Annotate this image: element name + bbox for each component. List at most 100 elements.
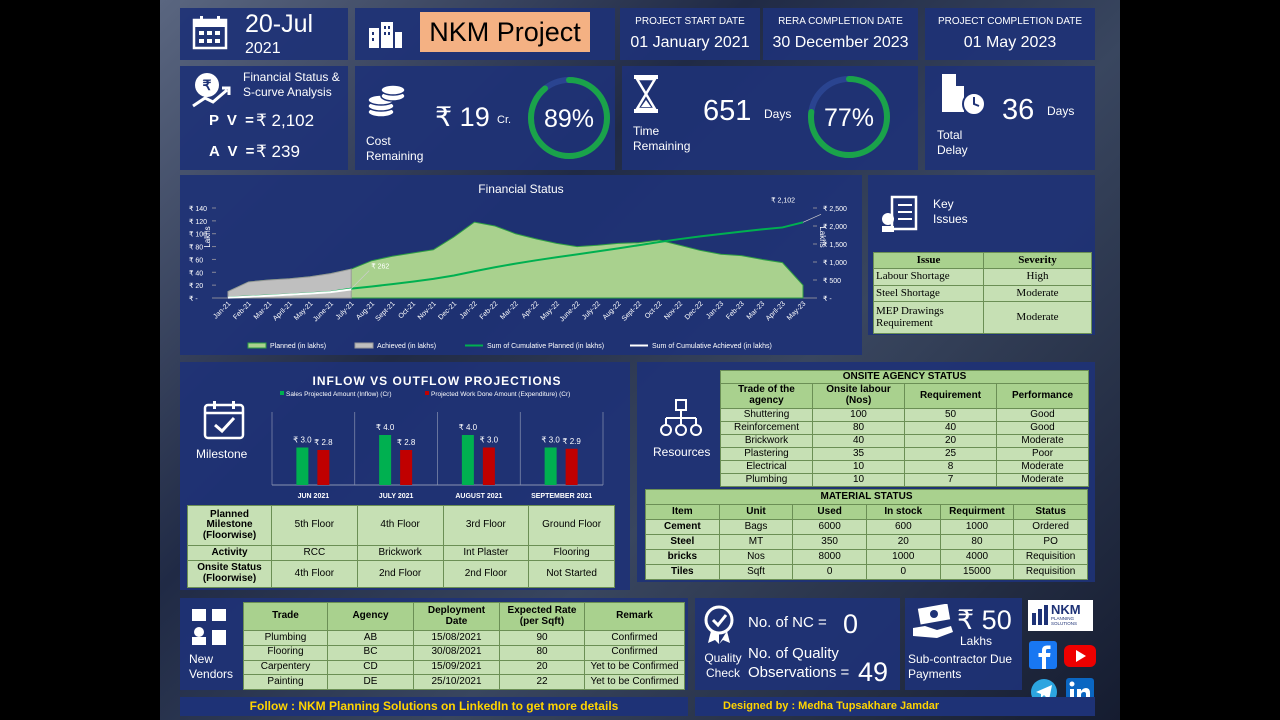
table-cell: Brickwork xyxy=(356,545,444,561)
table-title-row: MATERIAL STATUS xyxy=(645,489,1088,505)
table-cell: bricks xyxy=(645,549,720,565)
table-header: Deployment Date xyxy=(413,601,500,632)
nc-value: 0 xyxy=(843,609,859,639)
table-cell: 7 xyxy=(904,472,997,488)
x-tick-label: Sept-22 xyxy=(621,300,643,322)
bar xyxy=(379,435,392,485)
table-cell: Requisition xyxy=(1013,549,1088,565)
chart-title: Financial Status xyxy=(478,182,563,196)
vendors-icon-part xyxy=(192,609,226,645)
nc-label: No. of NC = xyxy=(748,614,827,631)
issues-icon-part xyxy=(898,204,912,220)
table-header: Performance xyxy=(995,383,1090,409)
table-row: Plastering 35 25 Poor xyxy=(720,446,1090,461)
table-cell: Yet to be Confirmed xyxy=(584,674,685,690)
time-unit: Days xyxy=(764,107,792,121)
table-cell: Painting xyxy=(243,674,328,690)
resources-label: Resources xyxy=(653,445,711,459)
table-row: Reinforcement 80 40 Good xyxy=(720,420,1090,435)
social-icons-part[interactable] xyxy=(1038,645,1051,670)
table-cell: Poor xyxy=(995,446,1090,461)
finance-icon-part: ₹ xyxy=(203,77,212,93)
date-label: RERA COMPLETION DATE xyxy=(778,16,903,27)
legend-label: Projected Work Done Amount (Expenditure)… xyxy=(431,391,570,398)
table-cell: 10 xyxy=(812,472,905,488)
building-icon-part-part xyxy=(372,32,374,35)
x-tick-label: JULY 2021 xyxy=(379,493,414,500)
table-cell: Moderate xyxy=(995,433,1090,448)
table-cell: 100 xyxy=(812,407,905,422)
hourglass-icon-part xyxy=(641,100,651,107)
x-tick-label: SEPTEMBER 2021 xyxy=(531,493,592,500)
table-cell: Shuttering xyxy=(720,407,813,422)
x-tick-label: Mar-22 xyxy=(499,300,520,321)
social-icons-part-part[interactable] xyxy=(1070,689,1074,702)
table-cell: Onsite Status (Floorwise) xyxy=(187,559,272,589)
finance-icon: ₹ xyxy=(192,73,231,108)
table-title: ONSITE AGENCY STATUS xyxy=(719,370,1090,384)
delay-icon-part xyxy=(942,74,956,112)
social-icons-part[interactable] xyxy=(1076,650,1086,662)
milestone-icon-part xyxy=(214,416,236,434)
rera-date-panel xyxy=(763,8,918,60)
calendar-icon-part xyxy=(199,31,220,43)
table-header: Unit xyxy=(718,504,794,520)
resources-icon-part-part xyxy=(660,424,672,436)
date-label: PROJECT COMPLETION DATE xyxy=(937,16,1083,27)
key-issues-title: Key Issues xyxy=(933,197,968,226)
table-cell: Plumbing xyxy=(720,472,813,488)
table-cell: Carpentery xyxy=(243,659,328,676)
calendar-icon-part xyxy=(194,20,226,27)
table-header: Agency xyxy=(327,601,414,632)
data-label: ₹ 3.0 xyxy=(293,436,312,445)
table-row: Carpentery CD 15/09/2021 20 Yet to be Confir… xyxy=(243,659,685,676)
table-cell: 20 xyxy=(904,433,997,448)
payment-icon xyxy=(913,604,953,638)
table-cell: Plastering xyxy=(720,446,813,461)
start-date-panel xyxy=(620,8,760,60)
bar xyxy=(296,447,309,485)
social-icons-part[interactable] xyxy=(1036,685,1052,700)
table-cell: MEP Drawings Requirement xyxy=(873,301,984,334)
table-cell: Plumbing xyxy=(243,630,328,646)
table-cell: 20 xyxy=(865,534,941,550)
y-tick-label: ₹ 100 xyxy=(189,231,207,239)
table-cell: Electrical xyxy=(720,459,813,474)
vendors-table: Trade Agency Deployment Date Expected Rate … xyxy=(243,601,685,690)
table-header-row: Item Unit Used In stock Requirment Status xyxy=(645,504,1088,520)
resources-icon-part xyxy=(660,399,702,436)
data-label: ₹ 2.9 xyxy=(562,437,581,446)
hourglass-icon-part xyxy=(634,77,658,111)
table-header: Expected Rate (per Sqft) xyxy=(499,601,585,632)
vendors-icon-part-part xyxy=(194,627,204,637)
social-icons-part-part[interactable] xyxy=(1069,681,1075,687)
table-cell: Nos xyxy=(718,549,794,565)
table-header-row: Trade Agency Deployment Date Expected Rate … xyxy=(243,601,685,632)
table-cell: 22 xyxy=(499,674,585,690)
table-row: Plumbing 10 7 Moderate xyxy=(720,472,1090,488)
delay-amount: 36 xyxy=(1002,94,1035,126)
x-tick-label: Apr-22 xyxy=(521,300,541,320)
table-cell: 600 xyxy=(865,519,941,535)
designer-credit: Designed by : Medha Tupsakhare Jamdar xyxy=(695,697,1095,716)
delay-label: Total Delay xyxy=(937,128,968,157)
cost-unit: Cr. xyxy=(497,114,512,126)
hourglass-icon-part xyxy=(634,109,658,113)
issues-table: Issue Severity Labour Shortage High Steel Sh… xyxy=(873,251,1092,334)
x-tick-label: Dec-22 xyxy=(684,300,705,321)
legend-label: Sum of Cumulative Achieved (in lakhs) xyxy=(652,343,772,350)
table-cell: Ordered xyxy=(1013,519,1088,535)
quality-icon-part xyxy=(708,631,730,644)
subcontractor-unit: Lakhs xyxy=(960,634,993,648)
bar xyxy=(544,447,557,485)
table-cell: 35 xyxy=(812,446,905,461)
table-cell: Sqft xyxy=(718,564,794,580)
table-row: Steel Shortage Moderate xyxy=(873,284,1092,303)
legend-label: Sum of Cumulative Planned (in lakhs) xyxy=(487,343,604,350)
x-tick-label: AUGUST 2021 xyxy=(455,493,502,500)
table-cell: Moderate xyxy=(995,459,1090,474)
milestone-table: Planned Milestone (Floorwise) 5th Floor 4t… xyxy=(187,504,615,589)
table-header: Remark xyxy=(584,601,685,632)
hourglass-icon-part xyxy=(634,75,658,79)
building-icon-part-part xyxy=(372,38,374,41)
